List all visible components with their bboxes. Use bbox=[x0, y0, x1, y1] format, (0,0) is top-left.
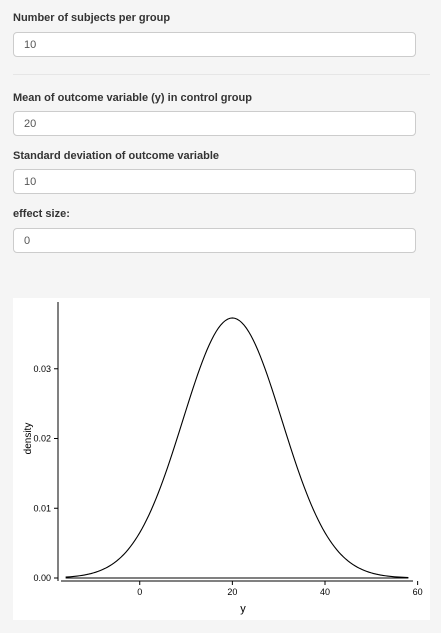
x-tick-label: 40 bbox=[320, 587, 330, 597]
density-curve bbox=[65, 317, 409, 579]
effect-size-label: effect size: bbox=[13, 208, 70, 220]
y-tick-label: 0.00 bbox=[33, 573, 51, 583]
y-tick-label: 0.02 bbox=[33, 434, 51, 444]
subjects-label: Number of subjects per group bbox=[13, 12, 171, 24]
x-tick-label: 60 bbox=[413, 587, 423, 597]
effect-size-input[interactable] bbox=[13, 228, 416, 253]
y-axis-label: density bbox=[23, 423, 34, 455]
y-tick-label: 0.03 bbox=[33, 364, 51, 374]
density-plot: 0 20 40 60 0.00 0.01 0.02 0.03 y density bbox=[13, 298, 430, 620]
sd-label: Standard deviation of outcome variable bbox=[13, 150, 219, 162]
density-chart: 0 20 40 60 0.00 0.01 0.02 0.03 y density bbox=[23, 302, 423, 615]
subjects-input[interactable] bbox=[13, 32, 416, 57]
divider bbox=[13, 74, 430, 75]
mean-input[interactable] bbox=[13, 111, 416, 136]
y-tick-label: 0.01 bbox=[33, 503, 51, 513]
x-axis-label: y bbox=[240, 603, 246, 615]
x-tick-label: 20 bbox=[227, 587, 237, 597]
x-tick-label: 0 bbox=[137, 587, 142, 597]
sd-input[interactable] bbox=[13, 169, 416, 194]
mean-label: Mean of outcome variable (y) in control … bbox=[13, 92, 252, 104]
